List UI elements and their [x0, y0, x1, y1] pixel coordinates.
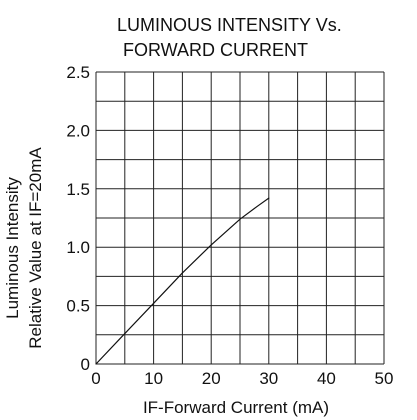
- x-tick-label: 10: [144, 369, 163, 388]
- y-tick-label: 1.5: [66, 180, 90, 199]
- series-layer: [95, 197, 270, 365]
- x-tick-label: 30: [259, 369, 278, 388]
- tick-labels: 0 10 20 30 40 50 0 0.5 1.0 1.5 2.0 2.5: [66, 63, 393, 388]
- chart-title-line-1: LUMINOUS INTENSITY Vs.: [117, 15, 342, 35]
- x-tick-label: 0: [91, 369, 100, 388]
- y-tick-label: 0.5: [66, 297, 90, 316]
- x-tick-label: 40: [317, 369, 336, 388]
- y-tick-label: 0: [81, 355, 90, 374]
- x-tick-label: 50: [375, 369, 394, 388]
- chart-title: LUMINOUS INTENSITY Vs. FORWARD CURRENT: [117, 15, 342, 60]
- series-line: [95, 197, 270, 365]
- x-axis-label: IF-Forward Current (mA): [143, 398, 329, 417]
- y-axis-label-line-2: Relative Value at IF=20mA: [26, 147, 45, 349]
- y-tick-label: 2.5: [66, 63, 90, 82]
- chart-title-line-2: FORWARD CURRENT: [123, 40, 308, 60]
- y-axis-label-line-1: Luminous Intensity: [3, 177, 22, 319]
- y-tick-label: 2.0: [66, 121, 90, 140]
- y-tick-label: 1.0: [66, 238, 90, 257]
- x-tick-label: 20: [202, 369, 221, 388]
- grid: [95, 71, 385, 365]
